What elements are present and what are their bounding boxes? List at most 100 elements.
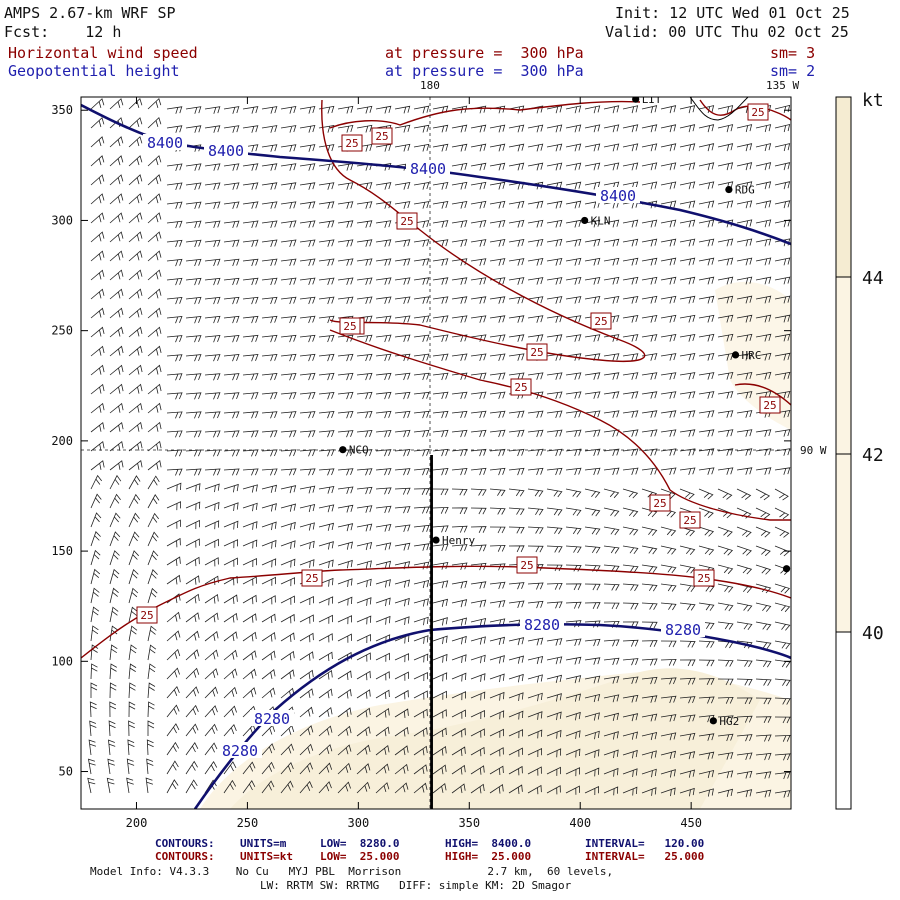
wind-barb bbox=[736, 124, 753, 133]
wind-barb bbox=[299, 296, 316, 305]
wind-barb bbox=[337, 105, 354, 114]
wind-barb bbox=[755, 771, 772, 779]
wind-barb bbox=[736, 697, 753, 705]
wind-barb bbox=[242, 502, 258, 512]
wind-barb bbox=[299, 353, 316, 362]
wind-barb bbox=[527, 507, 544, 516]
wind-barb bbox=[242, 163, 259, 171]
wind-barb bbox=[774, 143, 791, 152]
wind-barb bbox=[622, 314, 639, 323]
wind-barb bbox=[565, 467, 582, 476]
wind-barb bbox=[128, 421, 143, 433]
wind-barb bbox=[318, 411, 335, 419]
wind-barb bbox=[261, 539, 277, 549]
wind-barb bbox=[147, 421, 162, 433]
wind-barb bbox=[413, 653, 429, 663]
wind-barb bbox=[736, 143, 753, 152]
wind-barb bbox=[147, 475, 160, 490]
wind-barb bbox=[128, 720, 135, 737]
wind-barb bbox=[641, 391, 658, 399]
wind-barb bbox=[641, 713, 658, 722]
wind-barb bbox=[451, 391, 468, 400]
wind-barb bbox=[641, 257, 658, 266]
wind-barb bbox=[679, 314, 696, 323]
field-speed-smoothing: sm= 3 bbox=[770, 44, 816, 62]
wind-barb bbox=[698, 467, 715, 475]
wind-barb bbox=[660, 769, 676, 778]
wind-barb bbox=[318, 277, 335, 286]
wind-barb bbox=[432, 143, 449, 152]
wind-barb bbox=[508, 258, 525, 266]
wind-barb bbox=[394, 449, 411, 457]
wind-barb bbox=[546, 296, 563, 304]
wind-barb bbox=[299, 182, 316, 190]
wind-barb bbox=[679, 105, 696, 114]
wind-barb bbox=[299, 201, 316, 209]
wind-barb bbox=[527, 296, 544, 304]
wind-barb bbox=[375, 597, 391, 607]
wind-barb bbox=[185, 277, 202, 286]
wind-barb bbox=[470, 353, 487, 362]
wind-barb bbox=[375, 763, 390, 775]
wind-barb bbox=[261, 687, 276, 699]
speed-label: 25 bbox=[514, 381, 527, 394]
wind-barb bbox=[565, 181, 582, 190]
wind-barb bbox=[660, 372, 677, 380]
wind-barb bbox=[432, 296, 449, 304]
wind-barb bbox=[489, 162, 506, 171]
wind-barb bbox=[451, 764, 466, 775]
wind-barb bbox=[584, 162, 601, 171]
wind-barb bbox=[470, 783, 485, 794]
wind-barb bbox=[679, 181, 696, 190]
wind-barb bbox=[736, 219, 753, 228]
wind-barb bbox=[185, 742, 199, 756]
wind-barb bbox=[584, 767, 600, 777]
wind-barb bbox=[698, 200, 715, 209]
wind-barb bbox=[318, 201, 335, 209]
wind-barb bbox=[375, 296, 392, 305]
height-label-bg bbox=[596, 187, 640, 203]
wind-barb bbox=[508, 545, 525, 553]
wind-barb bbox=[508, 507, 525, 516]
wind-barb bbox=[584, 391, 601, 399]
wind-barb bbox=[109, 606, 119, 623]
wind-barb bbox=[185, 373, 202, 381]
wind-barb bbox=[774, 200, 791, 209]
wind-barb bbox=[641, 640, 658, 647]
wind-barb bbox=[641, 429, 658, 437]
wind-barb bbox=[280, 632, 295, 642]
wind-barb bbox=[641, 334, 658, 342]
wind-barb bbox=[375, 334, 392, 343]
wind-barb bbox=[185, 760, 198, 775]
wind-barb bbox=[204, 501, 220, 511]
lon-label-135w: 135 W bbox=[766, 79, 800, 92]
wind-barb bbox=[299, 688, 314, 699]
station-marker bbox=[632, 97, 640, 103]
wind-barb bbox=[166, 430, 183, 438]
wind-barb bbox=[126, 758, 135, 775]
wind-barb bbox=[603, 602, 620, 610]
wind-barb bbox=[584, 693, 601, 703]
wind-barb bbox=[565, 219, 582, 228]
wind-barb bbox=[261, 201, 278, 209]
wind-barb bbox=[299, 163, 316, 171]
wind-barb bbox=[641, 143, 658, 152]
wind-barb bbox=[565, 391, 582, 399]
wind-barb bbox=[451, 181, 468, 190]
wind-barb bbox=[280, 485, 297, 494]
wind-barb bbox=[242, 650, 257, 661]
speed-contour-north bbox=[329, 100, 641, 129]
wind-barb bbox=[451, 334, 468, 343]
wind-barb bbox=[87, 758, 96, 775]
wind-barb bbox=[622, 694, 639, 703]
wind-barb bbox=[622, 105, 639, 114]
wind-barb bbox=[242, 780, 256, 794]
wind-barb bbox=[774, 123, 791, 133]
height-label: 8280 bbox=[254, 710, 290, 728]
wind-barb bbox=[698, 124, 715, 133]
wind-barb bbox=[280, 373, 297, 381]
wind-barb bbox=[413, 708, 428, 719]
wind-barb bbox=[299, 124, 316, 133]
wind-barb bbox=[584, 507, 601, 517]
wind-barb bbox=[546, 748, 562, 758]
